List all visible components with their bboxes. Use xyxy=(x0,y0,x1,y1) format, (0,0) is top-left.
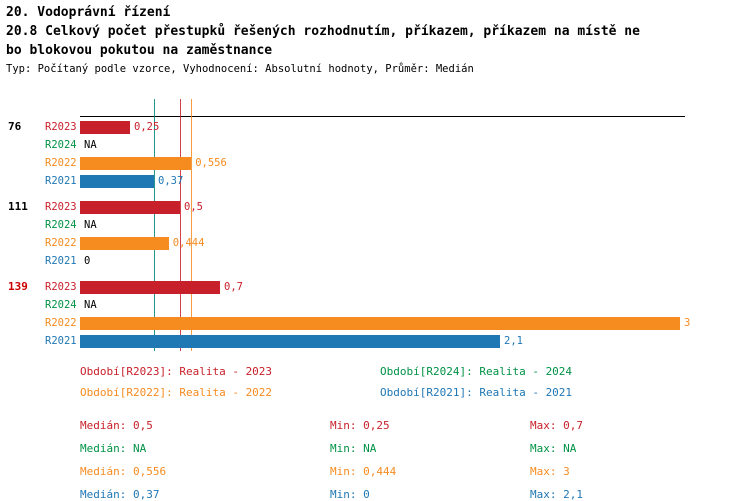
series-label: R2022 xyxy=(45,157,77,169)
report-subtitle-line1: 20.8 Celkový počet přestupků řešených ro… xyxy=(6,24,640,39)
series-label: R2021 xyxy=(45,335,77,347)
stat-max-r2022: Max: 3 xyxy=(530,465,570,478)
legend-item-r2022: Období[R2022]: Realita - 2022 xyxy=(80,386,273,399)
series-label: R2021 xyxy=(45,255,77,267)
bar-chart: 76 R2023 0,25 R2024 NA R2022 xyxy=(0,99,750,351)
chart-row: 76 R2023 0,25 xyxy=(0,118,750,136)
series-label: R2023 xyxy=(45,281,77,293)
series-label: R2023 xyxy=(45,121,77,133)
chart-row: R2022 0,556 xyxy=(0,154,750,172)
bar-group-139: 139 R2023 0,7 R2024 NA R2022 xyxy=(0,278,750,350)
bar-value: NA xyxy=(84,299,97,311)
stats-table: Medián: 0,5 Min: 0,25 Max: 0,7 Medián: N… xyxy=(80,419,750,501)
stat-median-r2022: Medián: 0,556 xyxy=(80,465,167,478)
group-label: 76 xyxy=(8,120,22,133)
report-meta: Typ: Počítaný podle vzorce, Vyhodnocení:… xyxy=(6,63,474,75)
stat-max-r2023: Max: 0,7 xyxy=(530,419,583,432)
stat-median-r2024: Medián: NA xyxy=(80,442,147,455)
bar-track: NA xyxy=(80,216,680,234)
chart-row: 111 R2023 0,5 xyxy=(0,198,750,216)
bar-value: NA xyxy=(84,219,97,231)
bar-track: 0,5 xyxy=(80,198,680,216)
legend: Období[R2023]: Realita - 2023 Období[R20… xyxy=(80,365,750,399)
bar-value: 3 xyxy=(684,317,691,329)
bar-value: 0,5 xyxy=(184,201,203,213)
group-label: 139 xyxy=(8,280,28,293)
stat-min-r2023: Min: 0,25 xyxy=(330,419,390,432)
bar xyxy=(80,280,220,294)
series-label: R2024 xyxy=(45,299,77,311)
chart-row: R2024 NA xyxy=(0,136,750,154)
bar xyxy=(80,334,500,348)
chart-row: R2022 0,444 xyxy=(0,234,750,252)
bar-track: 0,444 xyxy=(80,234,680,252)
stat-min-r2024: Min: NA xyxy=(330,442,377,455)
bar-value: NA xyxy=(84,139,97,151)
report-header: 20. Vodoprávní řízení 20.8 Celkový počet… xyxy=(0,0,750,77)
stat-min-r2022: Min: 0,444 xyxy=(330,465,397,478)
stat-max-r2024: Max: NA xyxy=(530,442,577,455)
x-axis xyxy=(80,116,685,117)
bar-track: 0,7 xyxy=(80,278,680,296)
bar xyxy=(80,236,169,250)
series-label: R2023 xyxy=(45,201,77,213)
bar xyxy=(80,156,192,170)
bar-group-76: 76 R2023 0,25 R2024 NA R2022 xyxy=(0,118,750,190)
stat-median-r2023: Medián: 0,5 xyxy=(80,419,153,432)
bar-track: 0,37 xyxy=(80,172,680,190)
chart-row: R2021 0,37 xyxy=(0,172,750,190)
bar-track: 3 xyxy=(80,314,690,332)
stat-min-r2021: Min: 0 xyxy=(330,488,370,501)
bar xyxy=(80,174,154,188)
bar-track: 0,556 xyxy=(80,154,680,172)
bar-value: 2,1 xyxy=(504,335,523,347)
bar-value: 0 xyxy=(84,255,91,267)
legend-item-r2024: Období[R2024]: Realita - 2024 xyxy=(380,365,573,378)
series-label: R2022 xyxy=(45,317,77,329)
bar-track: NA xyxy=(80,136,680,154)
series-label: R2021 xyxy=(45,175,77,187)
bar-track: 2,1 xyxy=(80,332,680,350)
chart-row: R2024 NA xyxy=(0,296,750,314)
bar xyxy=(80,120,130,134)
chart-row: R2021 0 xyxy=(0,252,750,270)
bar-value: 0,556 xyxy=(195,157,227,169)
chart-row: 139 R2023 0,7 xyxy=(0,278,750,296)
series-label: R2024 xyxy=(45,139,77,151)
bar-group-111: 111 R2023 0,5 R2024 NA R2022 xyxy=(0,198,750,270)
series-label: R2022 xyxy=(45,237,77,249)
bar xyxy=(80,200,180,214)
stat-max-r2021: Max: 2,1 xyxy=(530,488,583,501)
bar-value: 0,7 xyxy=(224,281,243,293)
bar-track: 0 xyxy=(80,252,680,270)
bar-value: 0,37 xyxy=(158,175,184,187)
chart-rows: 76 R2023 0,25 R2024 NA R2022 xyxy=(0,118,750,350)
bar-value: 0,444 xyxy=(172,237,205,249)
legend-item-r2023: Období[R2023]: Realita - 2023 xyxy=(80,365,273,378)
chart-row: R2024 NA xyxy=(0,216,750,234)
series-label: R2024 xyxy=(45,219,77,231)
bar-track: 0,25 xyxy=(80,118,680,136)
legend-item-r2021: Období[R2021]: Realita - 2021 xyxy=(380,386,573,399)
bar xyxy=(80,316,680,330)
bar-track: NA xyxy=(80,296,680,314)
group-label: 111 xyxy=(8,200,28,213)
bar-value: 0,25 xyxy=(134,121,160,133)
report-title: 20. Vodoprávní řízení xyxy=(6,5,171,20)
chart-row: R2022 3 xyxy=(0,314,750,332)
report-subtitle-line2: bo blokovou pokutou na zaměstnance xyxy=(6,43,273,58)
stat-median-r2021: Medián: 0,37 xyxy=(80,488,160,501)
chart-row: R2021 2,1 xyxy=(0,332,750,350)
